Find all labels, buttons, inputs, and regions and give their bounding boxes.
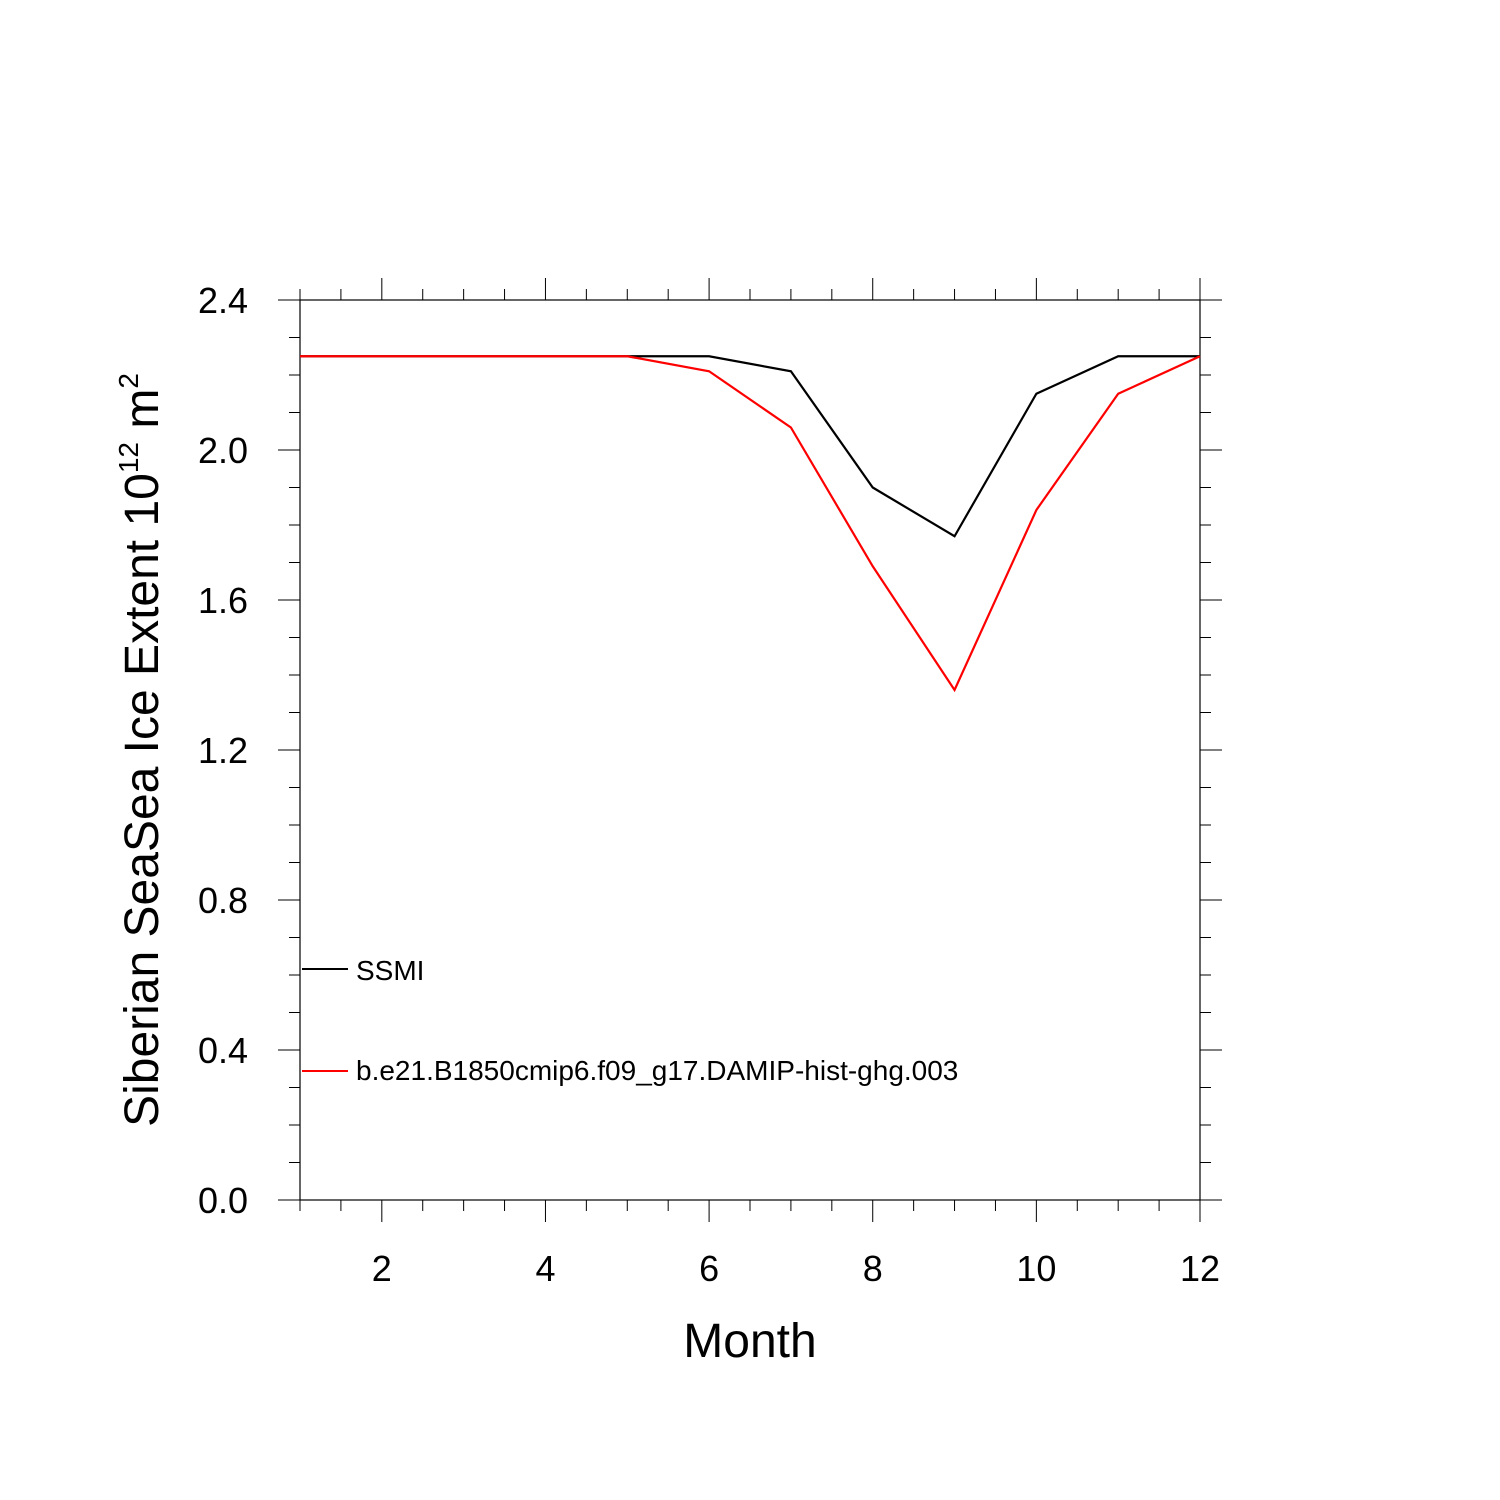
x-tick-label: 2 bbox=[372, 1248, 392, 1289]
plot-frame bbox=[299, 299, 1201, 1201]
y-tick-label: 0.0 bbox=[198, 1180, 248, 1221]
x-axis-label: Month bbox=[683, 1315, 816, 1368]
series-layer bbox=[300, 355, 1201, 693]
series-line-1 bbox=[300, 355, 1201, 693]
legend: SSMI b.e21.B1850cmip6.f09_g17.DAMIP-hist… bbox=[302, 955, 958, 1086]
y-axis-label-unit-exponent: 2 bbox=[113, 373, 144, 389]
tick-labels-layer: 2 4 6 8 10 12 0.0 0.4 0.8 1.2 1.6 2.0 2.4 bbox=[198, 280, 1220, 1289]
y-axis-label-unit: m bbox=[116, 389, 169, 442]
x-tick-label: 10 bbox=[1016, 1248, 1056, 1289]
y-axis-label-main: Siberian SeaSea Ice Extent 10 bbox=[116, 473, 169, 1127]
y-axis-label-exponent: 12 bbox=[113, 442, 144, 473]
x-tick-label: 6 bbox=[699, 1248, 719, 1289]
y-tick-label: 1.6 bbox=[198, 580, 248, 621]
x-tick-label: 12 bbox=[1180, 1248, 1220, 1289]
y-tick-label: 0.4 bbox=[198, 1030, 248, 1071]
y-tick-label: 1.2 bbox=[198, 730, 248, 771]
legend-label-ssmi: SSMI bbox=[356, 955, 424, 986]
x-tick-label: 8 bbox=[863, 1248, 883, 1289]
y-tick-label: 2.4 bbox=[198, 280, 248, 321]
y-axis-label: Siberian SeaSea Ice Extent 1012 m2 bbox=[113, 373, 169, 1127]
x-tick-label: 4 bbox=[535, 1248, 555, 1289]
y-tick-label: 0.8 bbox=[198, 880, 248, 921]
ticks-layer bbox=[278, 278, 1222, 1222]
legend-label-model: b.e21.B1850cmip6.f09_g17.DAMIP-hist-ghg.… bbox=[356, 1055, 958, 1086]
series-line-0 bbox=[300, 355, 1200, 538]
y-tick-label: 2.0 bbox=[198, 430, 248, 471]
